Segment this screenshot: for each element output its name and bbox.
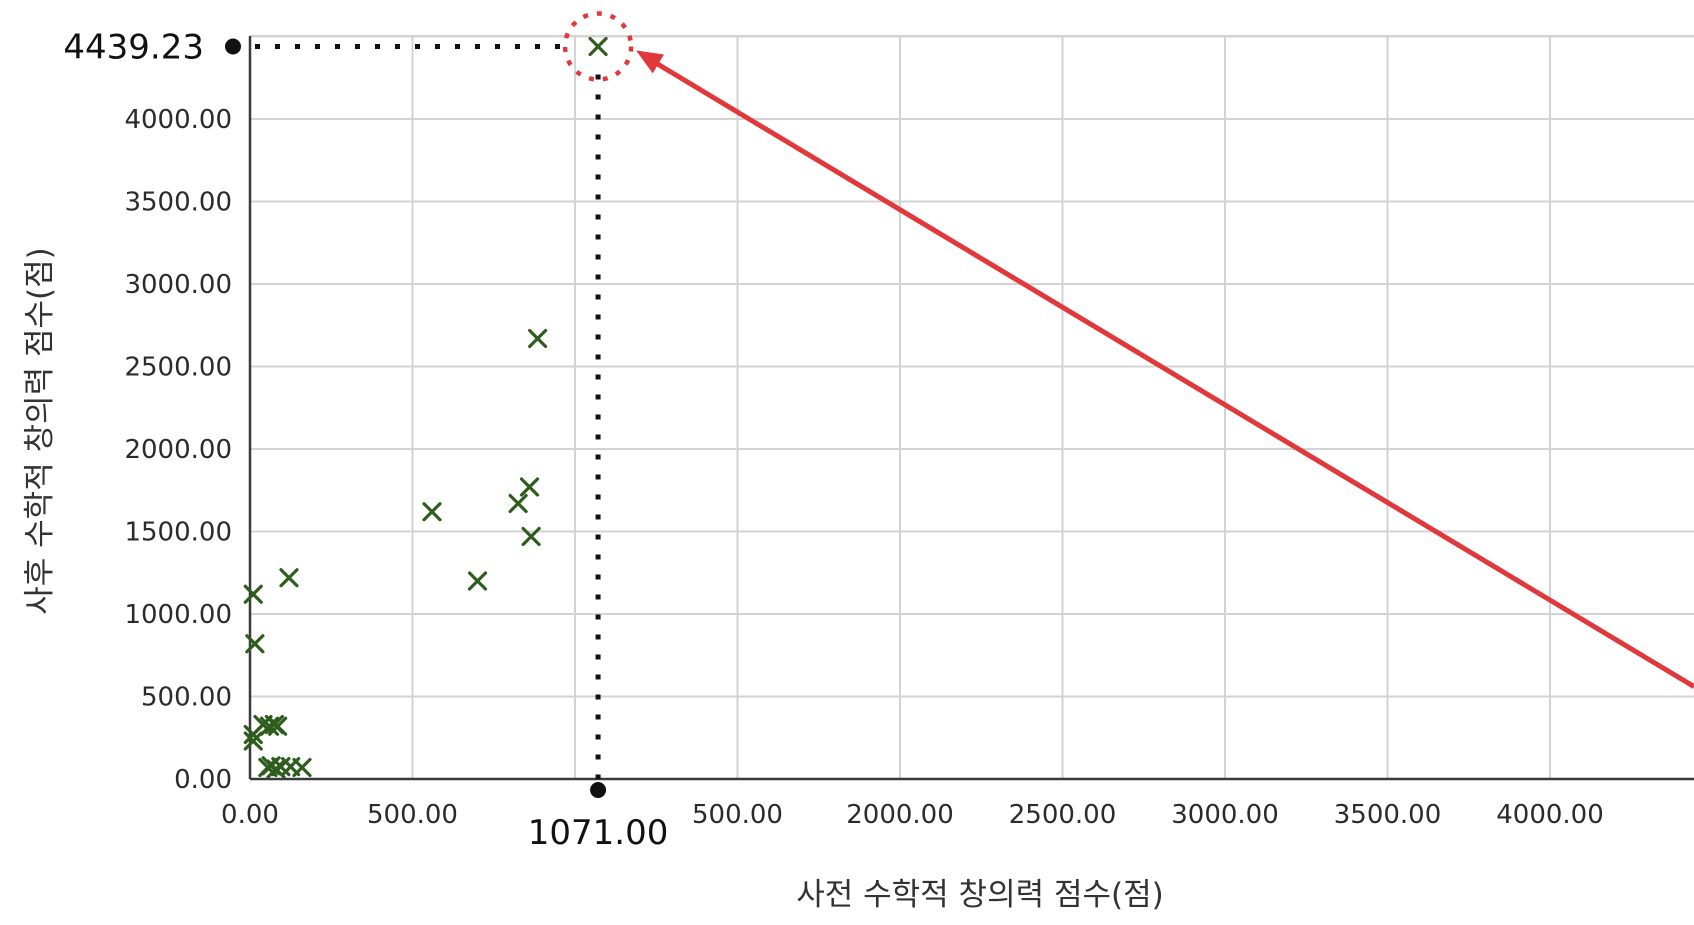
y-callout-dot (225, 38, 241, 55)
x-tick-label: 2500.00 (1009, 800, 1117, 830)
axes (248, 36, 1694, 781)
annotations (562, 11, 1694, 689)
data-point (588, 36, 608, 57)
y-axis-title: 사후 수학적 창의력 점수(점) (22, 247, 58, 614)
data-point (279, 568, 299, 588)
y-tick-labels: 0.00 500.00 1000.00 1500.00 2000.00 2500.00 30… (124, 105, 232, 795)
grid-lines (250, 35, 1694, 779)
data-point (422, 502, 442, 522)
x-callout-dot (590, 782, 607, 798)
data-point (467, 571, 488, 591)
data-point (271, 757, 291, 777)
y-tick-label: 2000.00 (124, 435, 232, 465)
y-tick-label: 500.00 (141, 683, 232, 713)
arrow-head (636, 50, 665, 74)
x-tick-label: 500.00 (692, 800, 783, 830)
x-axis-title: 사전 수학적 창의력 점수(점) (796, 877, 1163, 913)
data-point (259, 716, 280, 736)
data-point (528, 328, 548, 349)
arrow-shaft (648, 57, 1694, 689)
x-tick-label: 2000.00 (846, 800, 954, 830)
y-tick-label: 3000.00 (124, 270, 232, 300)
highlight-circle (562, 11, 634, 82)
data-point (268, 716, 288, 736)
data-point (519, 477, 540, 497)
data-points (243, 36, 608, 779)
x-callout-label: 1071.00 (528, 813, 669, 853)
y-tick-label: 1500.00 (124, 518, 232, 548)
y-tick-label: 1000.00 (124, 600, 232, 630)
y-callout-label: 4439.23 (63, 28, 204, 68)
x-tick-label: 3000.00 (1171, 800, 1279, 830)
x-tick-label: 3500.00 (1334, 800, 1442, 830)
y-tick-label: 3500.00 (124, 188, 232, 218)
x-tick-labels: 0.00 500.00 500.00 2000.00 2500.00 3000.00 350… (221, 800, 1604, 830)
data-point (508, 493, 528, 514)
y-tick-label: 4000.00 (124, 105, 232, 135)
data-point (243, 584, 263, 604)
callout-guides: 4439.23 1071.00 (63, 28, 668, 853)
x-tick-label: 4000.00 (1496, 800, 1604, 830)
y-tick-label: 0.00 (174, 765, 232, 795)
data-point (245, 634, 265, 654)
x-tick-label: 500.00 (367, 800, 458, 830)
data-point (292, 757, 312, 778)
data-point (521, 526, 541, 547)
x-tick-label: 0.00 (221, 800, 279, 830)
y-tick-label: 2500.00 (124, 353, 232, 383)
